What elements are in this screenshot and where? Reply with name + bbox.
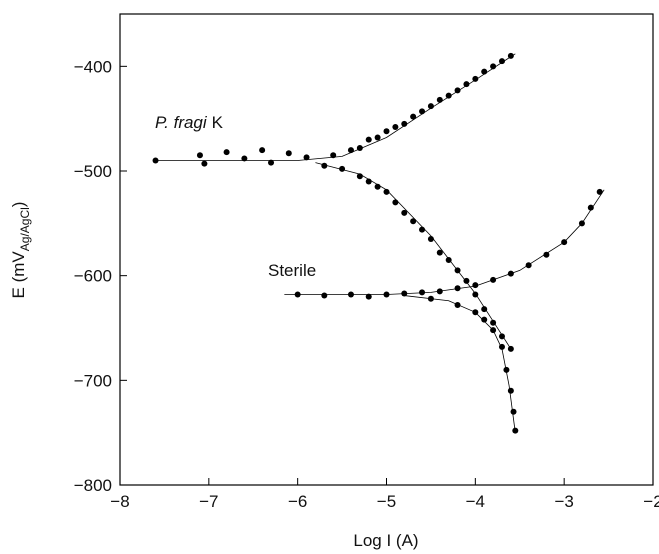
y-axis-label-sub: Ag/AgCl <box>18 207 32 251</box>
annotation-italic: P. fragi <box>155 113 208 132</box>
data-point <box>463 81 470 88</box>
data-point <box>383 128 390 135</box>
data-point <box>419 289 426 296</box>
data-point <box>481 316 488 323</box>
x-tick-label: −2 <box>643 492 659 511</box>
x-tick-label: −5 <box>377 492 396 511</box>
annotation: Sterile <box>268 261 316 280</box>
data-point <box>201 160 208 167</box>
data-point <box>410 218 417 225</box>
data-point <box>259 147 266 154</box>
data-point <box>419 226 426 233</box>
data-point <box>321 292 328 299</box>
x-axis-label: Log I (A) <box>353 531 418 550</box>
data-point <box>587 204 594 211</box>
data-point <box>392 124 399 131</box>
data-point <box>596 188 603 195</box>
y-tick-label: −700 <box>74 371 112 390</box>
data-point <box>383 188 390 195</box>
x-tick-label: −7 <box>199 492 218 511</box>
y-tick-label: −500 <box>74 162 112 181</box>
data-point <box>339 165 346 172</box>
y-tick-label: −400 <box>74 57 112 76</box>
annotation-text: K <box>212 113 224 132</box>
data-point <box>223 149 230 156</box>
data-point <box>401 209 408 216</box>
y-axis-label-end: ) <box>9 202 28 208</box>
y-axis-label-main: E (mV <box>9 251 28 299</box>
data-point <box>436 249 443 256</box>
data-point <box>472 75 479 82</box>
plot-frame <box>119 13 654 486</box>
y-tick-label: −600 <box>74 267 112 286</box>
x-tick-label: −3 <box>554 492 573 511</box>
data-point <box>445 92 452 99</box>
x-tick-label: −8 <box>110 492 129 511</box>
annotation: P. fragi K <box>155 113 224 132</box>
fit-line <box>284 189 605 295</box>
data-point <box>196 152 203 159</box>
fit-line <box>404 295 516 433</box>
data-point <box>490 63 497 70</box>
data-point <box>498 58 505 65</box>
data-point <box>419 108 426 115</box>
data-point <box>507 387 514 394</box>
data-point <box>507 345 514 352</box>
data-point <box>268 159 275 166</box>
data-point <box>392 199 399 206</box>
data-point <box>410 113 417 120</box>
data-point <box>436 96 443 103</box>
data-point <box>241 155 248 162</box>
data-point <box>285 150 292 157</box>
data-point <box>454 285 461 292</box>
data-point <box>303 154 310 161</box>
data-point <box>481 306 488 313</box>
data-point <box>365 293 372 300</box>
y-tick-label: −800 <box>74 476 112 495</box>
y-axis-label: E (mVAg/AgCl) <box>9 202 32 299</box>
data-point <box>365 136 372 143</box>
fit-line <box>155 53 516 161</box>
data-point <box>401 120 408 127</box>
fit-line <box>315 162 512 350</box>
data-point <box>510 408 517 415</box>
data-point <box>374 134 381 141</box>
x-tick-label: −6 <box>288 492 307 511</box>
data-point <box>543 251 550 258</box>
x-tick-label: −4 <box>466 492 485 511</box>
